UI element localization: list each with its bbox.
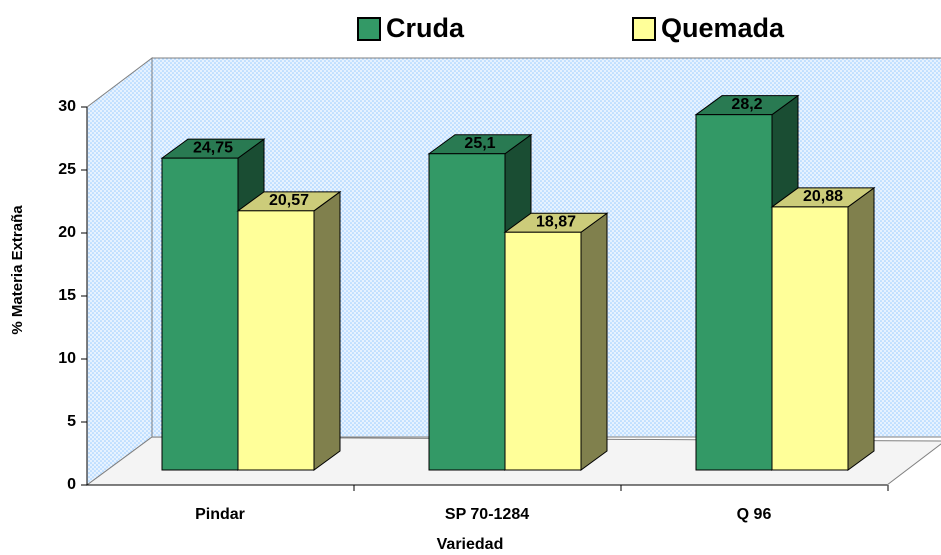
value-label: 28,2 (731, 96, 762, 113)
value-label: 25,1 (464, 135, 495, 152)
y-tick-label: 20 (58, 224, 76, 241)
x-axis-label: Variedad (437, 536, 504, 553)
y-axis-label: % Materia Extraña (9, 205, 26, 335)
legend-swatch (357, 17, 381, 41)
bar (771, 206, 849, 471)
y-tick-label: 30 (58, 98, 76, 115)
y-tick-label: 0 (67, 476, 76, 493)
x-tick-label: Q 96 (737, 506, 772, 523)
y-tick-label: 25 (58, 161, 76, 178)
y-tick-label: 15 (58, 287, 76, 304)
bar-side (313, 190, 341, 471)
bar (161, 157, 239, 471)
value-label: 24,75 (193, 139, 233, 156)
bar (428, 153, 506, 471)
bar (237, 210, 315, 471)
value-label: 20,88 (803, 188, 843, 205)
bar (504, 231, 582, 471)
legend-label: Quemada (661, 13, 785, 43)
bar-side (847, 186, 875, 471)
bar-side (580, 212, 608, 471)
x-tick-label: Pindar (195, 506, 245, 523)
side-wall (86, 56, 153, 486)
x-tick-label: SP 70-1284 (445, 506, 529, 523)
legend-label: Cruda (386, 13, 465, 43)
value-label: 20,57 (269, 192, 309, 209)
bar (695, 114, 773, 471)
y-tick-label: 10 (58, 350, 76, 367)
y-tick-label: 5 (67, 413, 76, 430)
value-label: 18,87 (536, 213, 576, 230)
legend-swatch (632, 17, 656, 41)
